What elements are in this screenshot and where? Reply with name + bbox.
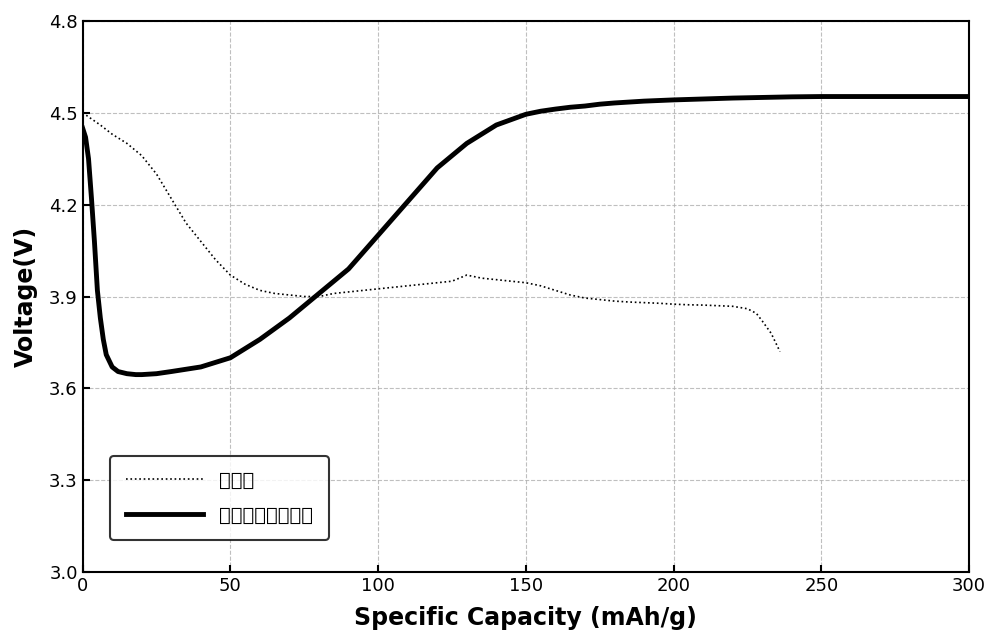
魈酸锂 xyxy=(283,291,295,299)
Line: 魈酸锂: 魈酸锂 xyxy=(83,113,780,352)
富锂三元层状材料 xyxy=(786,93,798,100)
X-axis label: Specific Capacity (mAh/g): Specific Capacity (mAh/g) xyxy=(354,606,697,630)
富锂三元层状材料 xyxy=(150,370,162,377)
富锂三元层状材料 xyxy=(815,93,827,100)
富锂三元层状材料 xyxy=(100,351,112,359)
魈酸锂 xyxy=(77,109,89,117)
魈酸锂 xyxy=(765,329,777,337)
Line: 富锂三元层状材料: 富锂三元层状材料 xyxy=(83,97,969,375)
富锂三元层状材料 xyxy=(609,99,621,107)
富锂三元层状材料 xyxy=(564,104,576,111)
富锂三元层状材料 xyxy=(88,238,100,245)
富锂三元层状材料 xyxy=(83,155,95,162)
富锂三元层状材料 xyxy=(112,368,124,375)
富锂三元层状材料 xyxy=(520,110,532,118)
富锂三元层状材料 xyxy=(85,194,97,202)
富锂三元层状材料 xyxy=(490,121,502,129)
富锂三元层状材料 xyxy=(91,287,103,294)
魈酸锂 xyxy=(298,292,310,300)
魈酸锂 xyxy=(774,348,786,355)
富锂三元层状材料 xyxy=(195,363,207,371)
富锂三元层状材料 xyxy=(372,231,384,239)
富锂三元层状材料 xyxy=(668,96,680,104)
富锂三元层状材料 xyxy=(106,363,118,371)
富锂三元层状材料 xyxy=(653,97,665,104)
魈酸锂 xyxy=(594,296,606,303)
富锂三元层状材料 xyxy=(904,93,916,100)
富锂三元层状材料 xyxy=(579,102,591,110)
富锂三元层状材料 xyxy=(165,368,177,375)
魈酸锂 xyxy=(549,287,561,294)
富锂三元层状材料 xyxy=(535,108,547,115)
富锂三元层状材料 xyxy=(283,314,295,322)
富锂三元层状材料 xyxy=(97,336,109,343)
魈酸锂 xyxy=(224,271,236,279)
富锂三元层状材料 xyxy=(431,164,443,172)
富锂三元层状材料 xyxy=(638,97,650,105)
富锂三元层状材料 xyxy=(934,93,946,100)
富锂三元层状材料 xyxy=(130,371,142,379)
富锂三元层状材料 xyxy=(549,105,561,113)
富锂三元层状材料 xyxy=(756,93,768,101)
富锂三元层状材料 xyxy=(727,94,739,102)
富锂三元层状材料 xyxy=(254,336,266,343)
富锂三元层状材料 xyxy=(77,124,89,132)
富锂三元层状材料 xyxy=(623,98,635,106)
富锂三元层状材料 xyxy=(136,371,148,379)
富锂三元层状材料 xyxy=(845,93,857,100)
富锂三元层状材料 xyxy=(874,93,886,100)
富锂三元层状材料 xyxy=(94,314,106,322)
富锂三元层状材料 xyxy=(313,290,325,298)
富锂三元层状材料 xyxy=(594,100,606,108)
富锂三元层状材料 xyxy=(697,95,709,103)
富锂三元层状材料 xyxy=(402,198,414,205)
富锂三元层状材料 xyxy=(80,133,92,141)
富锂三元层状材料 xyxy=(461,140,473,147)
Legend: 魈酸锂, 富锂三元层状材料: 魈酸锂, 富锂三元层状材料 xyxy=(110,456,329,540)
富锂三元层状材料 xyxy=(963,93,975,100)
Y-axis label: Voltage(V): Voltage(V) xyxy=(14,226,38,367)
富锂三元层状材料 xyxy=(224,354,236,362)
富锂三元层状材料 xyxy=(343,265,355,273)
富锂三元层状材料 xyxy=(121,370,133,377)
